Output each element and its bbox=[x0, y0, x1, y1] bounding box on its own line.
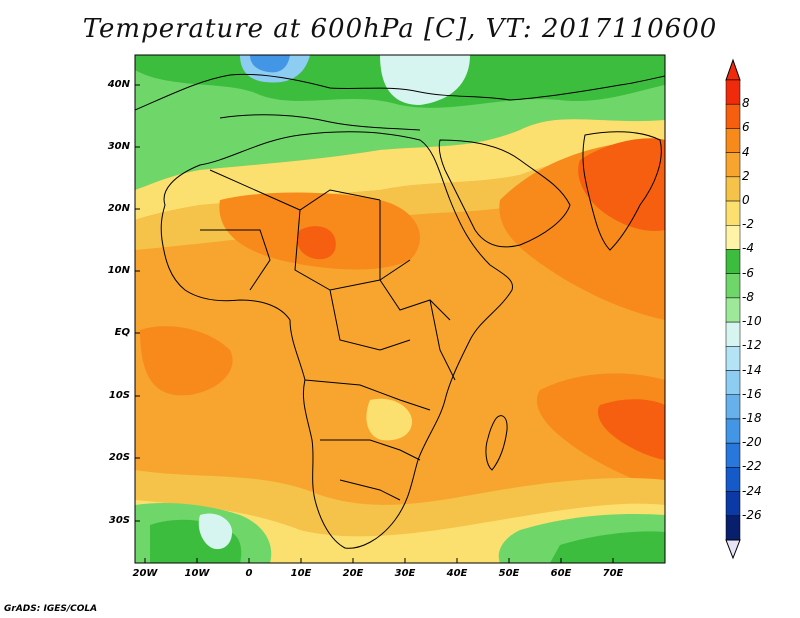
lon-label: 50E bbox=[498, 568, 520, 579]
field-hot-indian-ocean bbox=[597, 399, 665, 460]
colorbar-label: -14 bbox=[742, 362, 762, 377]
colorbar-swatch bbox=[725, 370, 741, 395]
field-cyan-north bbox=[380, 55, 470, 105]
field-warm-atlantic bbox=[140, 326, 233, 396]
lon-label: 60E bbox=[550, 568, 572, 579]
colorbar-label: -22 bbox=[742, 459, 762, 474]
lat-label: 10N bbox=[107, 265, 130, 276]
colorbar bbox=[725, 58, 741, 560]
field-yellow-central bbox=[366, 398, 413, 441]
field-hot-sahel bbox=[297, 226, 336, 260]
colorbar-label: -8 bbox=[742, 289, 754, 304]
lat-label: 10S bbox=[108, 390, 130, 401]
colorbar-label: 0 bbox=[742, 193, 750, 208]
lon-label: 10E bbox=[290, 568, 312, 579]
colorbar-swatch bbox=[725, 200, 741, 226]
colorbar-label: 8 bbox=[742, 96, 750, 111]
colorbar-label: -16 bbox=[742, 386, 762, 401]
colorbar-label: -18 bbox=[742, 410, 762, 425]
border-1 bbox=[209, 169, 381, 211]
colorbar-swatch bbox=[725, 79, 741, 105]
footer-credit: GrADS: IGES/COLA bbox=[4, 604, 98, 614]
colorbar-swatch bbox=[725, 346, 741, 371]
colorbar-label: 2 bbox=[742, 168, 750, 183]
axis-ticks bbox=[135, 84, 614, 563]
lon-label: 20W bbox=[132, 568, 158, 579]
colorbar-swatch bbox=[725, 515, 741, 541]
lon-label: 30E bbox=[394, 568, 416, 579]
colorbar-swatch bbox=[725, 176, 741, 202]
colorbar-swatch bbox=[725, 467, 741, 492]
colorbar-swatch bbox=[725, 394, 741, 420]
colorbar-swatch bbox=[725, 491, 741, 517]
colorbar-label: -12 bbox=[742, 338, 762, 353]
colorbar-swatch bbox=[725, 273, 741, 299]
border-7 bbox=[339, 479, 401, 501]
colorbar-swatch bbox=[725, 225, 741, 250]
lat-label: 20S bbox=[108, 452, 130, 463]
colorbar-arrow-top bbox=[725, 58, 741, 81]
lon-label: 40E bbox=[446, 568, 468, 579]
coastline-europe bbox=[135, 73, 665, 111]
lon-label: 10W bbox=[184, 568, 210, 579]
colorbar-arrow-bottom bbox=[725, 539, 741, 560]
lat-label: 20N bbox=[107, 203, 130, 214]
coastline-med bbox=[219, 114, 421, 131]
colorbar-label: -2 bbox=[742, 217, 754, 232]
colorbar-label: -10 bbox=[742, 314, 762, 329]
lat-label: 40N bbox=[107, 79, 130, 90]
colorbar-label: -4 bbox=[742, 241, 754, 256]
lon-label: 0 bbox=[245, 568, 253, 579]
colorbar-label: -20 bbox=[742, 435, 762, 450]
border-6 bbox=[320, 439, 421, 461]
colorbar-label: -26 bbox=[742, 507, 762, 522]
colorbar-swatch bbox=[725, 442, 741, 468]
colorbar-swatch bbox=[725, 418, 741, 444]
coastline-africa bbox=[160, 131, 514, 549]
colorbar-label: -24 bbox=[742, 483, 762, 498]
map-title: Temperature at 600hPa [C], VT: 201711060… bbox=[82, 14, 718, 44]
colorbar-swatch bbox=[725, 103, 741, 129]
field-darkgreen-southeast bbox=[550, 531, 665, 563]
colorbar-label: -6 bbox=[742, 265, 754, 280]
border-3 bbox=[379, 200, 451, 321]
map-frame bbox=[134, 54, 666, 564]
coastline-arabia bbox=[438, 139, 571, 248]
field-darkblue-north bbox=[250, 55, 290, 73]
colorbar-swatch bbox=[725, 128, 741, 153]
border-9 bbox=[429, 299, 456, 381]
coastline-india bbox=[582, 131, 662, 251]
border-5 bbox=[304, 379, 431, 411]
coastline-madagascar bbox=[485, 415, 508, 471]
border-8 bbox=[200, 229, 271, 291]
lat-label: 30N bbox=[107, 141, 130, 152]
colorbar-label: 6 bbox=[742, 120, 750, 135]
lon-label: 70E bbox=[602, 568, 624, 579]
colorbar-swatch bbox=[725, 297, 741, 323]
field-cyan-south bbox=[198, 513, 233, 550]
field-hot-india bbox=[578, 138, 665, 231]
border-4 bbox=[329, 289, 411, 351]
colorbar-swatch bbox=[725, 249, 741, 274]
lat-label: EQ bbox=[114, 327, 130, 338]
colorbar-swatch bbox=[725, 321, 741, 347]
colorbar-swatch bbox=[725, 152, 741, 178]
lat-label: 30S bbox=[108, 515, 130, 526]
colorbar-label: 4 bbox=[742, 144, 750, 159]
lon-label: 20E bbox=[342, 568, 364, 579]
